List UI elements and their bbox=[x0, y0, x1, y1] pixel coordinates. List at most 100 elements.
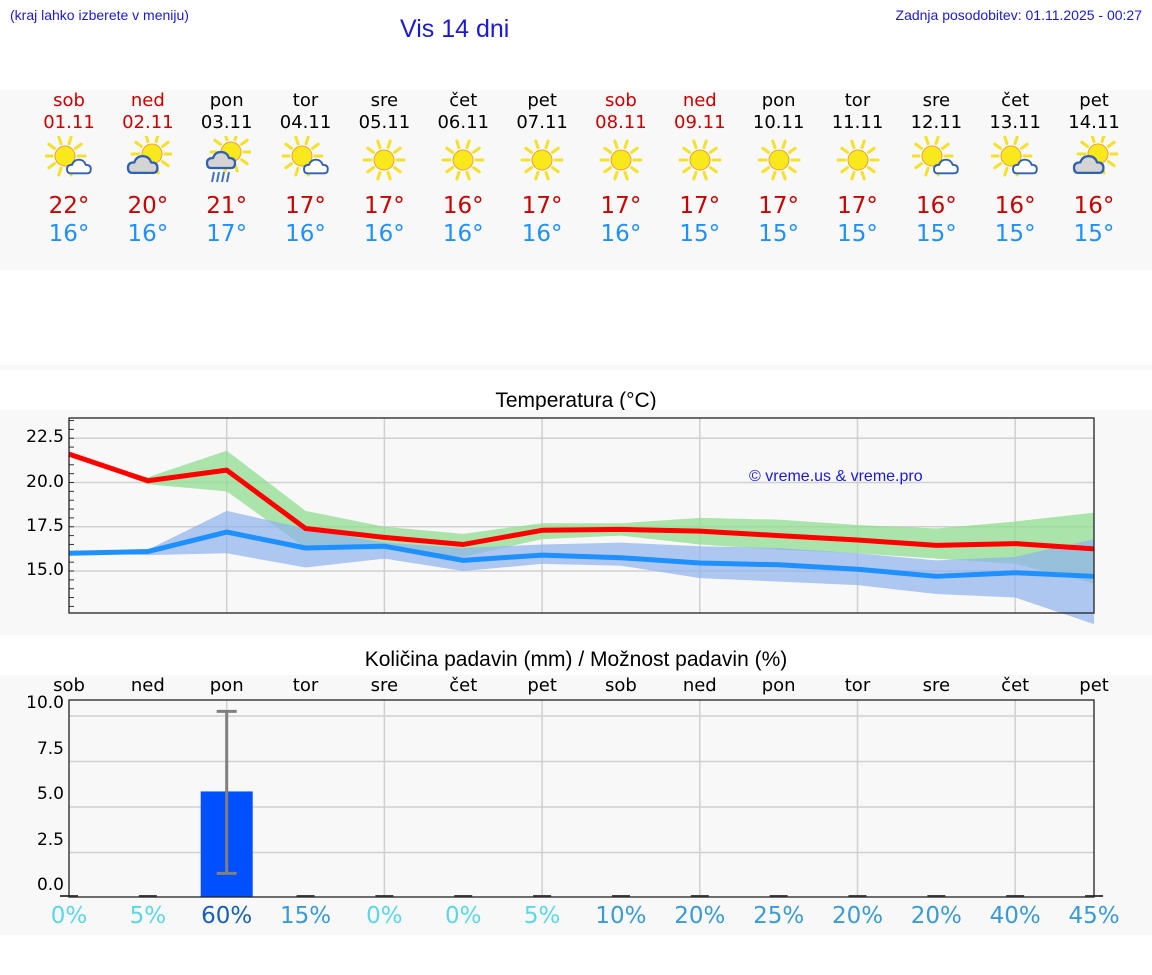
precip-ytick-label: 10.0 bbox=[26, 693, 64, 713]
precip-ytick-label: 7.5 bbox=[36, 738, 64, 759]
day-name: ned bbox=[130, 90, 165, 111]
precip-probability: 0% bbox=[366, 903, 403, 929]
day-forecast: pon 03.11 21° 17° bbox=[188, 90, 266, 248]
day-forecast: ned 02.11 20° 16° bbox=[109, 90, 187, 248]
sun-behind-cloud-icon bbox=[126, 136, 172, 175]
temp-ytick-label: 20.0 bbox=[26, 471, 64, 492]
temp-max: 17° bbox=[600, 193, 642, 219]
sun-icon bbox=[520, 139, 564, 181]
day-date: 07.11 bbox=[516, 112, 568, 133]
precip-probability: 60% bbox=[201, 903, 253, 929]
sun-with-light-cloud-icon bbox=[912, 136, 960, 177]
temp-ytick-label: 15.0 bbox=[26, 560, 64, 580]
temp-min: 16° bbox=[127, 221, 169, 247]
day-forecast: ned 09.11 17° 15° bbox=[661, 90, 739, 248]
day-name: pon bbox=[209, 90, 244, 111]
temp-max: 17° bbox=[758, 193, 800, 219]
day-forecast: pon 10.11 17° 15° bbox=[740, 90, 818, 248]
day-date: 02.11 bbox=[122, 112, 174, 133]
day-name: čet bbox=[1001, 90, 1030, 111]
temp-max: 16° bbox=[994, 193, 1036, 219]
day-forecast: čet 13.11 16° 15° bbox=[976, 90, 1054, 248]
sun-icon bbox=[599, 139, 643, 181]
temp-min: 15° bbox=[994, 221, 1036, 247]
watermark: © vreme.us & vreme.pro bbox=[749, 468, 923, 485]
day-forecast: sob 01.11 22° 16° bbox=[30, 90, 108, 248]
precip-day-label: tor bbox=[844, 675, 871, 696]
day-name: pet bbox=[1079, 90, 1109, 111]
day-forecast: sre 12.11 16° 15° bbox=[897, 90, 975, 248]
sun-with-light-cloud-icon bbox=[45, 136, 92, 177]
day-date: 13.11 bbox=[989, 112, 1041, 133]
sun-icon bbox=[678, 139, 722, 181]
last-updated: Zadnja posodobitev: 01.11.2025 - 00:27 bbox=[895, 7, 1142, 23]
sun-icon bbox=[362, 139, 406, 181]
day-forecast: tor 04.11 17° 16° bbox=[267, 90, 345, 248]
temp-min: 16° bbox=[285, 221, 326, 247]
sun-cloud-rain-icon bbox=[205, 136, 251, 183]
precip-probability: 5% bbox=[523, 903, 561, 929]
temp-min: 15° bbox=[1073, 221, 1115, 247]
day-date: 09.11 bbox=[674, 112, 726, 133]
day-forecast: pet 14.11 16° 15° bbox=[1055, 90, 1133, 248]
precip-day-label: pet bbox=[1079, 675, 1109, 696]
day-date: 11.11 bbox=[831, 112, 884, 133]
temp-min: 16° bbox=[442, 221, 484, 247]
precip-chart-panel bbox=[0, 675, 1152, 935]
precip-day-label: ned bbox=[130, 675, 165, 696]
precip-probability: 20% bbox=[831, 903, 884, 929]
daily-forecast-strip: sob 01.11 22° 16° ned 02.11 20° 16° pon 03.11 21° 1… bbox=[0, 90, 1152, 270]
temp-min: 15° bbox=[758, 221, 800, 247]
precip-probability: 0% bbox=[50, 903, 88, 929]
precip-probability: 20% bbox=[674, 903, 726, 929]
precip-probability: 45% bbox=[1068, 903, 1120, 929]
sun-icon bbox=[836, 139, 879, 181]
day-forecast: čet 06.11 16° 16° bbox=[424, 90, 502, 248]
precip-day-label: sre bbox=[922, 675, 951, 696]
day-name: ned bbox=[682, 90, 717, 111]
precip-ytick-label: 5.0 bbox=[36, 784, 64, 804]
temp-max: 16° bbox=[1073, 193, 1115, 219]
day-date: 03.11 bbox=[200, 112, 253, 133]
precip-day-label: tor bbox=[292, 675, 319, 696]
sun-with-light-cloud-icon bbox=[991, 136, 1038, 177]
precip-probability: 20% bbox=[910, 903, 962, 929]
day-date: 10.11 bbox=[752, 112, 805, 133]
separator bbox=[0, 365, 1152, 370]
temp-max: 21° bbox=[206, 193, 248, 219]
sun-behind-cloud-icon bbox=[1072, 136, 1119, 175]
day-name: sob bbox=[53, 90, 85, 111]
day-name: čet bbox=[449, 90, 478, 111]
temperature-chart-title: Temperatura (°C) bbox=[495, 389, 657, 412]
temp-max: 16° bbox=[442, 193, 484, 219]
precip-day-label: sob bbox=[605, 675, 637, 696]
precip-day-label: čet bbox=[449, 675, 478, 696]
precip-day-label: sob bbox=[53, 675, 85, 696]
precip-probability: 5% bbox=[129, 903, 167, 929]
day-name: sob bbox=[605, 90, 637, 111]
temp-min: 17° bbox=[206, 221, 248, 247]
temp-max: 17° bbox=[521, 193, 563, 219]
day-name: pon bbox=[761, 90, 796, 111]
precip-probability: 25% bbox=[753, 903, 805, 929]
page-title: Vis 14 dni bbox=[400, 15, 510, 43]
day-forecast: sob 08.11 17° 16° bbox=[582, 90, 660, 248]
temp-min: 16° bbox=[521, 221, 563, 247]
temp-max: 22° bbox=[48, 193, 90, 219]
temp-max: 17° bbox=[285, 193, 326, 219]
day-date: 08.11 bbox=[595, 112, 647, 133]
precip-probability: 10% bbox=[595, 903, 647, 929]
sun-icon bbox=[757, 139, 801, 181]
day-name: pet bbox=[527, 90, 557, 111]
temperature-chart-panel bbox=[0, 410, 1152, 635]
day-name: tor bbox=[844, 90, 871, 111]
temp-min: 16° bbox=[48, 221, 90, 247]
temp-min: 16° bbox=[364, 221, 405, 247]
day-forecast: sre 05.11 17° 16° bbox=[345, 90, 423, 248]
day-name: sre bbox=[370, 90, 399, 111]
temp-ytick-label: 22.5 bbox=[26, 427, 64, 448]
temp-max: 17° bbox=[837, 193, 878, 219]
day-name: sre bbox=[922, 90, 951, 111]
temp-min: 16° bbox=[600, 221, 642, 247]
